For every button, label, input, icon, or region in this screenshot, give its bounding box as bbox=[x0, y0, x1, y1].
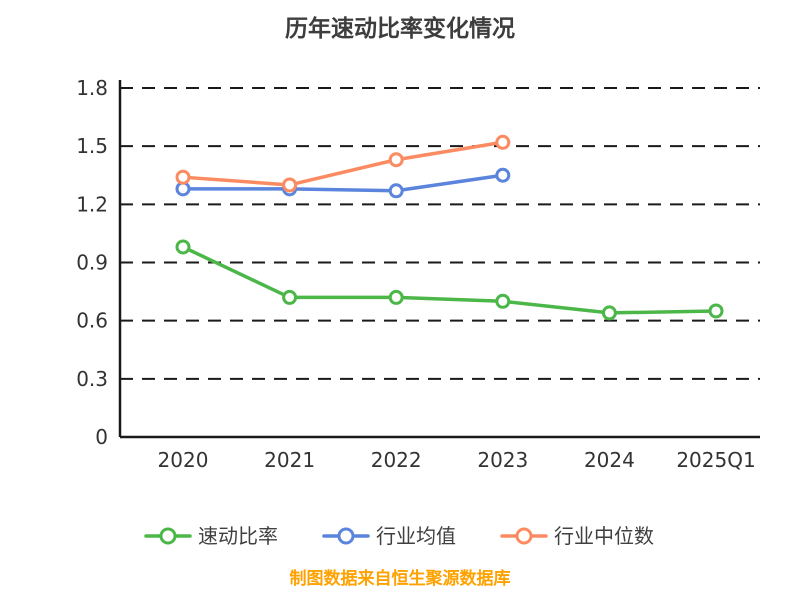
x-axis-label: 2025Q1 bbox=[676, 448, 755, 472]
legend-label: 行业中位数 bbox=[554, 524, 654, 548]
y-axis-labels: 0 0.3 0.6 0.9 1.2 1.5 1.8 bbox=[76, 76, 108, 449]
y-axis-label: 1.8 bbox=[76, 76, 108, 100]
data-point-marker bbox=[282, 289, 298, 305]
y-axis-label: 0.9 bbox=[76, 251, 108, 275]
legend: 速动比率 行业均值 行业中位数 bbox=[144, 524, 654, 548]
x-axis-label: 2022 bbox=[371, 448, 422, 472]
data-point-marker bbox=[388, 152, 404, 168]
series-line-2 bbox=[181, 140, 505, 187]
legend-marker-icon bbox=[337, 527, 355, 545]
data-source-note: 制图数据来自恒生聚源数据库 bbox=[290, 568, 511, 589]
data-point-marker bbox=[175, 239, 191, 255]
legend-marker-icon bbox=[515, 527, 533, 545]
axes bbox=[118, 80, 760, 439]
data-point-marker bbox=[388, 289, 404, 305]
gridlines bbox=[120, 87, 760, 380]
legend-marker-icon bbox=[159, 527, 177, 545]
x-axis-label: 2024 bbox=[584, 448, 635, 472]
legend-label: 行业均值 bbox=[376, 524, 456, 548]
series-line-1 bbox=[181, 173, 505, 193]
x-axis-label: 2020 bbox=[158, 448, 209, 472]
x-axis-labels: 2020 2021 2022 2023 2024 2025Q1 bbox=[158, 448, 756, 472]
x-axis-label: 2023 bbox=[477, 448, 528, 472]
data-point-marker bbox=[388, 183, 404, 199]
data-point-marker bbox=[495, 293, 511, 309]
y-axis-label: 1.2 bbox=[76, 192, 108, 216]
y-axis-label: 0 bbox=[95, 425, 108, 449]
chart-title: 历年速动比率变化情况 bbox=[285, 15, 515, 42]
y-axis-label: 0.3 bbox=[76, 367, 108, 391]
data-point-marker bbox=[495, 134, 511, 150]
data-point-marker bbox=[175, 169, 191, 185]
data-point-marker bbox=[282, 177, 298, 193]
series-line-0 bbox=[181, 245, 718, 315]
data-point-marker bbox=[601, 305, 617, 321]
data-point-marker bbox=[495, 167, 511, 183]
y-axis-label: 1.5 bbox=[76, 134, 108, 158]
series-lines bbox=[175, 134, 724, 321]
data-point-marker bbox=[708, 303, 724, 319]
x-axis-label: 2021 bbox=[264, 448, 315, 472]
legend-label: 速动比率 bbox=[198, 524, 278, 548]
y-axis-label: 0.6 bbox=[76, 309, 108, 333]
